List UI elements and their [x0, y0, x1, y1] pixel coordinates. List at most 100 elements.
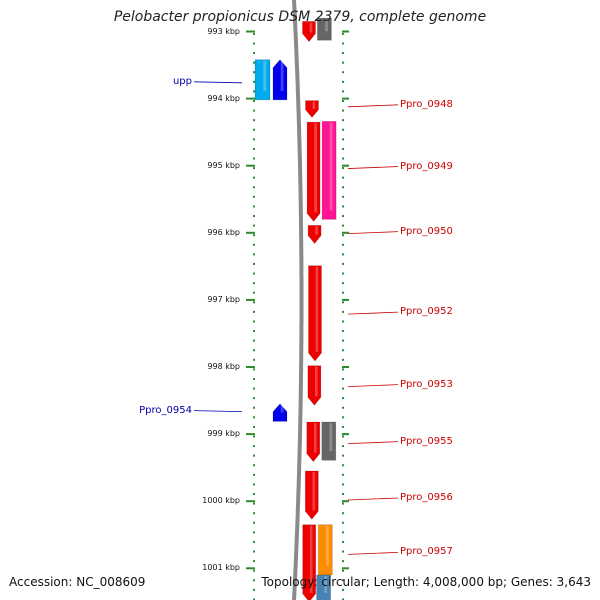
ruler-dot-right — [342, 598, 344, 600]
ruler-dot-left — [253, 243, 255, 246]
ruler-dot-right — [342, 253, 344, 256]
genome-backbone — [291, 0, 304, 600]
label-leaders — [193, 81, 399, 555]
ruler-dot-left — [253, 195, 255, 198]
ruler-dot-right — [342, 330, 344, 333]
ruler-dot-right — [342, 71, 344, 74]
ruler-dot-right — [342, 52, 344, 55]
gene-feature-highlight — [309, 525, 313, 593]
ruler-dot-right — [342, 521, 344, 524]
ruler-dot-left — [253, 349, 255, 352]
ruler-major-tick-right — [342, 164, 349, 167]
ruler-dot-right — [342, 90, 344, 93]
ruler-dot-right — [342, 128, 344, 131]
ruler-dot-left — [253, 598, 255, 600]
ruler-dot-left — [253, 502, 255, 505]
ruler-dot-left — [253, 42, 255, 45]
ruler-dot-right — [342, 320, 344, 323]
ruler-major-tick-left — [246, 366, 255, 368]
ruler-dot-left — [253, 397, 255, 400]
ruler-dot-right — [342, 512, 344, 515]
tick-dots — [246, 30, 349, 600]
ruler-dot-right — [342, 368, 344, 371]
ruler-dot-right — [342, 186, 344, 189]
ruler-major-tick-left — [246, 164, 255, 167]
ruler-dot-left — [253, 234, 255, 237]
ruler-dot-left — [253, 32, 255, 35]
gene-feature-highlight — [329, 423, 333, 452]
ruler-dot-left — [253, 521, 255, 524]
gene-feature-highlight — [280, 60, 284, 91]
ruler-dot-right — [342, 502, 344, 505]
ruler-dot-right — [342, 445, 344, 448]
gene-feature — [302, 20, 316, 43]
ruler-major-tick-right — [342, 231, 349, 234]
ruler-dot-right — [342, 310, 344, 313]
ruler-major-tick-right — [342, 298, 349, 301]
ruler-dot-left — [253, 512, 255, 515]
ruler-dot-right — [342, 32, 344, 35]
gene-label: Ppro_0955 — [400, 435, 453, 447]
ruler-dot-right — [342, 291, 344, 294]
ruler-major-tick-right — [342, 97, 349, 100]
ruler-dot-right — [342, 550, 344, 553]
gene-feature — [304, 470, 319, 520]
ruler-dot-left — [253, 291, 255, 294]
label-leader-line — [347, 231, 399, 235]
ruler-dot-left — [253, 224, 255, 227]
gene-feature-highlight — [315, 366, 318, 397]
gene-feature-highlight — [315, 226, 318, 235]
ruler-dot-right — [342, 147, 344, 150]
ruler-dot-left — [253, 128, 255, 131]
ruler-dot-right — [342, 569, 344, 572]
ruler-dot-left — [253, 560, 255, 563]
gene-feature — [302, 524, 317, 600]
ruler-dot-right — [342, 416, 344, 419]
tick-label: 1001 kbp — [202, 563, 240, 573]
gene-feature — [306, 121, 321, 223]
ruler-dot-left — [253, 167, 255, 170]
gene-label: Ppro_0954 — [139, 404, 192, 416]
gene-feature-highlight — [324, 576, 328, 593]
gene-feature-highlight — [325, 19, 328, 32]
ruler-dot-left — [253, 157, 255, 160]
gene-feature-highlight — [315, 266, 319, 352]
ruler-dot-right — [342, 224, 344, 227]
ruler-dot-left — [253, 416, 255, 419]
ruler-dot-right — [342, 483, 344, 486]
ruler-dot-right — [342, 358, 344, 361]
ruler-dot-left — [253, 262, 255, 265]
ruler-dot-left — [253, 320, 255, 323]
ruler-dot-left — [253, 473, 255, 476]
ruler-major-tick-left — [246, 567, 255, 570]
ruler-dot-left — [253, 387, 255, 390]
tick-label: 1000 kbp — [202, 496, 240, 506]
ruler-dot-right — [342, 99, 344, 102]
ruler-dot-right — [342, 42, 344, 45]
gene-label: Ppro_0949 — [400, 160, 453, 172]
ruler-dot-left — [253, 406, 255, 409]
ruler-dot-right — [342, 80, 344, 83]
ruler-dot-right — [342, 339, 344, 342]
ruler-dot-left — [253, 330, 255, 333]
ruler-dot-right — [342, 406, 344, 409]
ruler-dot-right — [342, 195, 344, 198]
ruler-dot-right — [342, 282, 344, 285]
ruler-dot-right — [342, 167, 344, 170]
ruler-dot-left — [253, 540, 255, 543]
gene-feature — [307, 365, 322, 406]
ruler-major-tick-right — [342, 433, 349, 436]
gene-feature-highlight — [309, 22, 313, 33]
backbone-line — [291, 0, 304, 600]
label-leader-line — [347, 497, 399, 501]
ruler-major-tick-left — [246, 298, 255, 301]
gene-feature — [307, 224, 322, 245]
ruler-dot-left — [253, 435, 255, 438]
gene-feature-highlight — [263, 60, 267, 91]
gene-label: Ppro_0953 — [400, 378, 453, 390]
ruler-dot-right — [342, 425, 344, 428]
ruler-dot-left — [253, 147, 255, 150]
ruler-dot-left — [253, 368, 255, 371]
ruler-dot-left — [253, 483, 255, 486]
gene-feature — [308, 265, 322, 362]
